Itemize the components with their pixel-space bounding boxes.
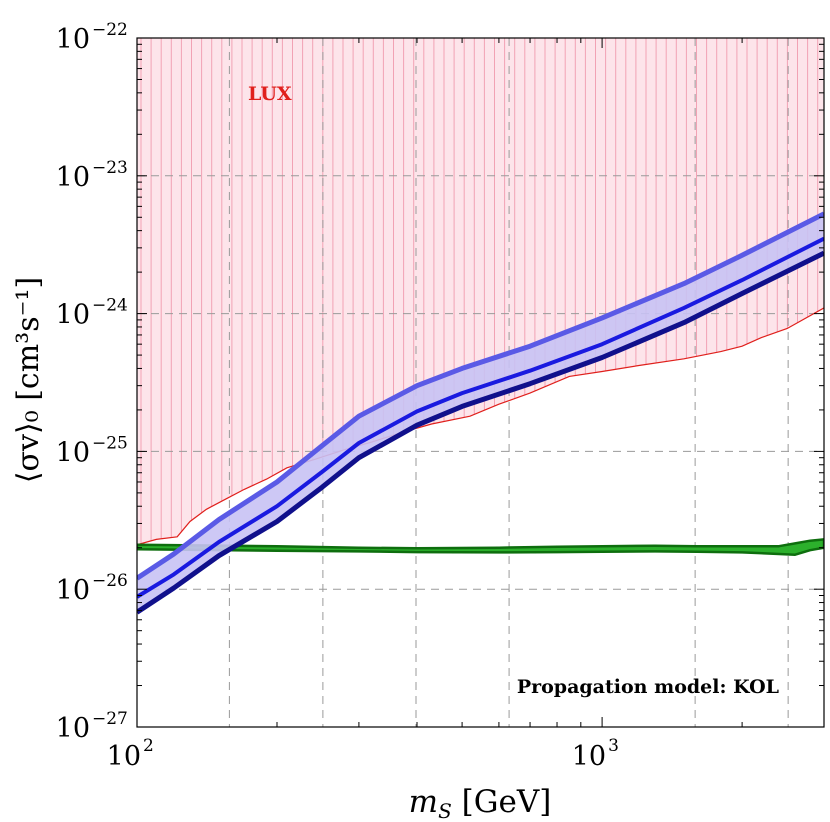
x-tick-label: 10	[572, 741, 606, 772]
y-tick-label: 10	[56, 162, 90, 193]
y-axis-label: ⟨σv⟩₀ [cm³s⁻¹]	[11, 277, 46, 483]
x-axis-label: mS [GeV]	[409, 784, 552, 822]
x-tick-exponent: 3	[608, 736, 619, 756]
x-tick-exponent: 2	[143, 736, 154, 756]
y-tick-label: 10	[56, 24, 90, 55]
y-tick-exponent: −22	[92, 20, 128, 40]
plot-frame	[136, 37, 825, 728]
lux-excluded-region	[137, 38, 824, 545]
y-tick-label: 10	[56, 713, 90, 744]
band-lower-line	[137, 250, 824, 615]
y-tick-exponent: −25	[92, 433, 128, 453]
thermal-relic-band	[137, 538, 824, 556]
y-tick-label: 10	[56, 437, 90, 468]
lux-label: LUX	[248, 83, 292, 105]
y-tick-exponent: −26	[92, 571, 128, 591]
band-upper-line	[137, 211, 824, 581]
propagation-model-label: Propagation model: KOL	[517, 676, 779, 698]
y-tick-exponent: −27	[92, 709, 128, 729]
band-central-line	[137, 236, 824, 599]
y-tick-exponent: −24	[92, 296, 128, 316]
y-tick-exponent: −23	[92, 158, 128, 178]
y-tick-label: 10	[56, 575, 90, 606]
y-tick-label: 10	[56, 300, 90, 331]
cross-section-band	[137, 213, 824, 613]
x-tick-label: 10	[107, 741, 141, 772]
